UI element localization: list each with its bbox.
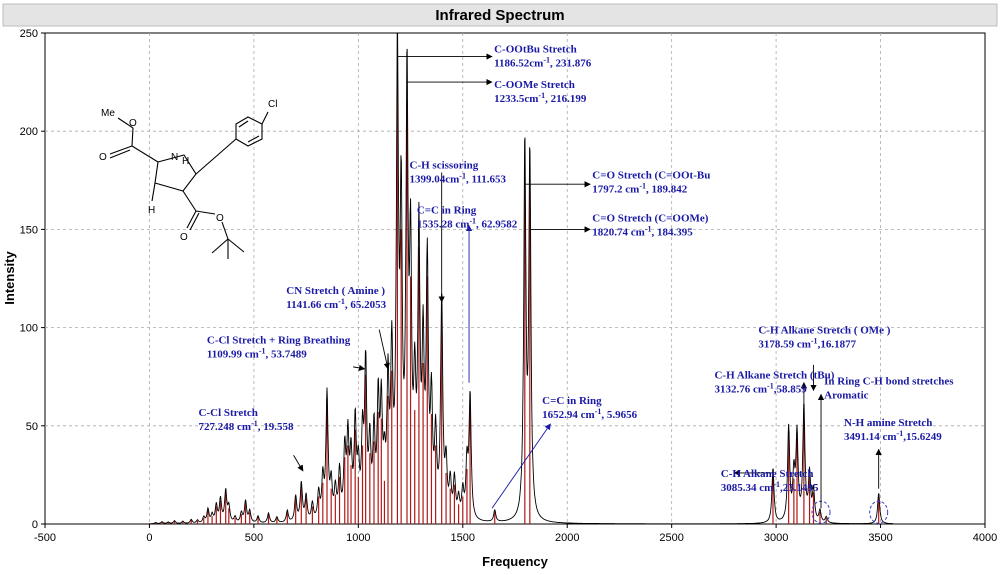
- x-axis-label: Frequency: [482, 554, 549, 569]
- grid-lines: [45, 33, 985, 524]
- chart-title: Infrared Spectrum: [435, 7, 564, 24]
- atom-label-o2: O: [99, 152, 107, 163]
- x-tick-label: -500: [34, 532, 56, 544]
- x-tick-label: 4000: [973, 532, 997, 544]
- annotation-label: C-Cl Stretch 727.248 cm-1, 19.558: [199, 407, 294, 433]
- axis-ticks: -500 0 500 1000 1500 2000 2500 3000 3500 40000501…: [20, 28, 998, 544]
- annotation-label: CN Stretch ( Amine ) 1141.66 cm-1, 65.205…: [286, 285, 386, 311]
- y-tick-label: 100: [20, 323, 38, 335]
- annotation-label: C-H scissoring 1399.04cm-1, 111.653: [410, 160, 507, 186]
- annotation-label: C-H Alkane Stretch ( OMe ) 3178.59 cm-1,1…: [758, 324, 890, 350]
- y-tick-label: 50: [26, 421, 38, 433]
- annotation-arrow: [353, 364, 366, 371]
- annotation-label: C-H Alkane Stretch 3085.34 cm-1,23.1495: [721, 468, 819, 494]
- x-tick-label: 1000: [346, 532, 370, 544]
- annotation-label: C=C in Ring 1652.94 cm-1, 5.9656: [542, 395, 637, 421]
- x-tick-label: 3000: [764, 532, 788, 544]
- atom-label-o3: O: [216, 213, 224, 224]
- spectrum-envelope-line: [149, 32, 894, 525]
- y-axis-label: Intensity: [2, 251, 17, 305]
- atom-label-n: N: [171, 152, 178, 163]
- x-tick-label: 0: [146, 532, 152, 544]
- annotation-arrow: [491, 423, 551, 509]
- annotation-labels: C-OOtBu Stretch 1186.52cm-1, 231.876 C-OOM…: [199, 44, 955, 494]
- annotation-label: C=O Stretch (C=OOMe) 1820.74 cm-1, 184.39…: [592, 213, 709, 239]
- annotation-arrow: [378, 329, 390, 370]
- x-tick-label: 2000: [555, 532, 579, 544]
- x-tick-label: 2500: [659, 532, 683, 544]
- x-tick-label: 1500: [451, 532, 475, 544]
- atom-label-cl: Cl: [268, 99, 277, 110]
- stick-spectrum: [155, 68, 880, 524]
- annotation-label: C=C in Ring 1535.28 cm-1, 62.9582: [417, 205, 518, 231]
- annotation-label: C-H Alkane Stretch (tBu) 3132.76 cm-1,58.…: [714, 370, 834, 396]
- annotation-label: C-Cl Stretch + Ring Breathing 1109.99 cm-…: [207, 334, 351, 360]
- atom-label-h: H: [148, 205, 155, 216]
- molecule-structure: [109, 111, 269, 259]
- annotation-arrows: [293, 53, 882, 509]
- atom-label-o1: O: [129, 118, 137, 129]
- plot-area: [44, 32, 986, 525]
- annotation-label: C=O Stretch (C=OOt-Bu 1797.2 cm-1, 189.84…: [592, 169, 710, 195]
- y-tick-label: 250: [20, 28, 38, 40]
- annotation-label: N-H amine Stretch 3491.14 cm-1,15.6249: [844, 417, 942, 443]
- y-tick-label: 150: [20, 224, 38, 236]
- annotation-arrow: [293, 455, 304, 472]
- peak-circle: [869, 500, 889, 524]
- x-tick-label: 500: [245, 532, 263, 544]
- annotation-label: C-OOtBu Stretch 1186.52cm-1, 231.876: [494, 44, 592, 70]
- pyrrolidine-ring: [154, 154, 197, 192]
- y-tick-label: 0: [32, 519, 38, 531]
- molecule-atom-labels: Cl Me O O N H H O O: [99, 99, 277, 243]
- title-bar: [2, 3, 998, 27]
- annotation-label: C-OOMe Stretch 1233.5cm-1, 216.199: [494, 79, 587, 105]
- x-tick-label: 3500: [868, 532, 892, 544]
- atom-label-o4: O: [180, 232, 188, 243]
- atom-label-me: Me: [101, 108, 115, 119]
- annotation-label: In Ring C-H bond stretches Aromatic: [824, 376, 954, 402]
- y-tick-label: 200: [20, 126, 38, 138]
- atom-label-nh: H: [182, 156, 189, 167]
